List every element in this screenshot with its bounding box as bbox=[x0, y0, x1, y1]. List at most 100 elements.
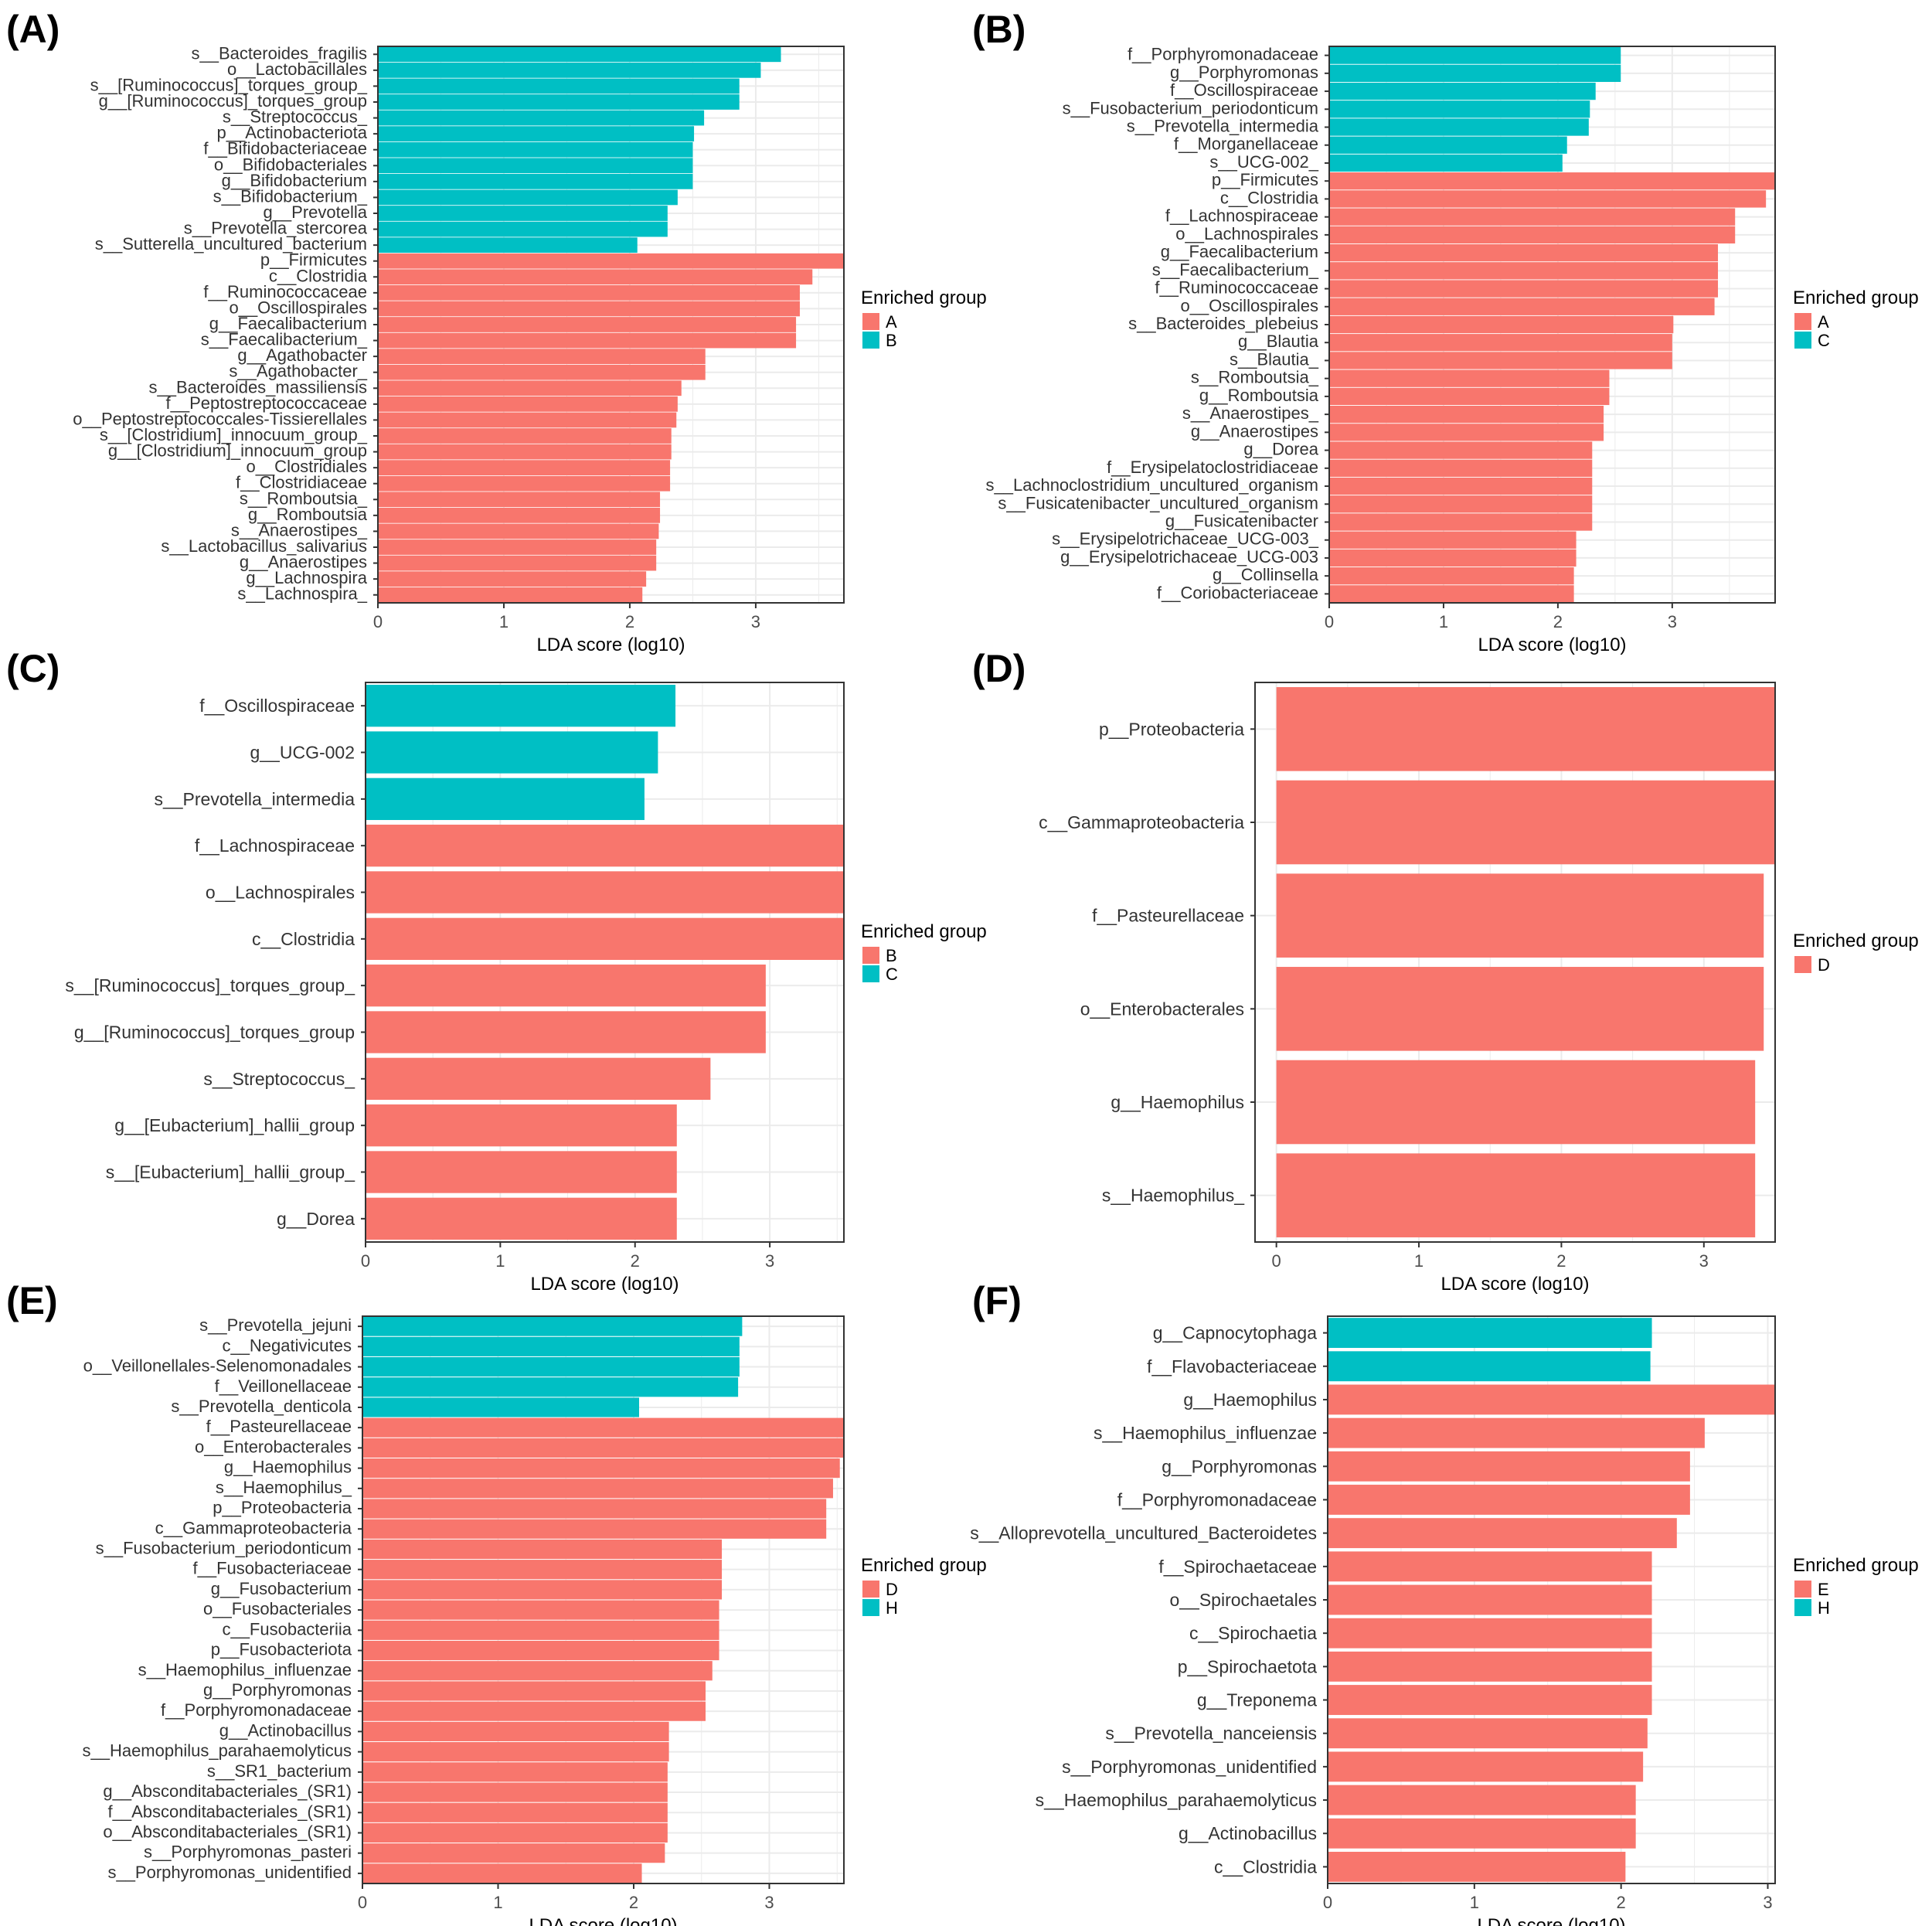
bar bbox=[378, 587, 643, 603]
category-label: p__Firmicutes bbox=[260, 250, 367, 270]
bar bbox=[366, 778, 645, 820]
category-label: f__Coriobacteriaceae bbox=[1157, 583, 1318, 602]
category-label: p__Proteobacteria bbox=[1099, 719, 1244, 739]
bar bbox=[1329, 424, 1604, 441]
bar bbox=[1276, 780, 1775, 865]
x-tick-label: 0 bbox=[1323, 1893, 1332, 1912]
category-label: s__Bifidobacterium_ bbox=[213, 186, 368, 206]
category-label: o__Spirochaetales bbox=[1169, 1590, 1317, 1610]
bar bbox=[378, 332, 797, 349]
plot-frame bbox=[362, 1315, 845, 1884]
category-label: f__Bifidobacteriaceae bbox=[203, 139, 367, 158]
category-label: s__SR1_bacterium bbox=[207, 1761, 352, 1781]
bar bbox=[362, 1560, 723, 1580]
panel-d: p__Proteobacteria c__Gammaproteobacteriaf… bbox=[972, 647, 1919, 1295]
category-label: f__Spirochaetaceae bbox=[1158, 1557, 1317, 1577]
plot-background bbox=[366, 682, 844, 1242]
category-label: c__Spirochaetia bbox=[1189, 1623, 1317, 1643]
category-label: g__UCG-002 bbox=[250, 743, 355, 763]
panel-label: (F) bbox=[972, 1279, 1022, 1322]
bar bbox=[366, 965, 766, 1007]
legend-key bbox=[1794, 956, 1811, 973]
category-label: g__Haemophilus bbox=[224, 1458, 352, 1477]
bar bbox=[1328, 1718, 1648, 1749]
category-label: s__Haemophilus_parahaemolyticus bbox=[1036, 1790, 1317, 1810]
legend: Enriched group EH bbox=[1793, 1555, 1919, 1618]
x-tick-label: 2 bbox=[1556, 1251, 1566, 1271]
bar bbox=[362, 1742, 669, 1762]
bar bbox=[362, 1661, 713, 1681]
panel-label: (A) bbox=[6, 8, 60, 51]
bar bbox=[366, 1011, 766, 1053]
category-label: s__Alloprevotella_uncultured_Bacteroidet… bbox=[970, 1523, 1317, 1543]
legend: Enriched group D bbox=[1793, 931, 1919, 975]
bar bbox=[1328, 1584, 1652, 1615]
panel-label: (E) bbox=[6, 1279, 58, 1322]
legend-label: A bbox=[1818, 312, 1829, 332]
bar bbox=[362, 1458, 840, 1479]
category-label: s__Porphyromonas_unidentified bbox=[1062, 1757, 1317, 1777]
plot-background bbox=[1255, 682, 1775, 1242]
bar bbox=[362, 1316, 743, 1336]
category-label: s__Romboutsia_ bbox=[240, 488, 368, 508]
category-label: s__Fusobacterium_periodonticum bbox=[1063, 98, 1318, 117]
category-label: s__Bacteroides_fragilis bbox=[192, 43, 367, 63]
category-label: f__Clostridiaceae bbox=[236, 473, 367, 492]
bar bbox=[1329, 280, 1719, 298]
bar bbox=[1276, 873, 1764, 958]
category-label: o__Fusobacteriales bbox=[203, 1599, 352, 1618]
legend-key bbox=[862, 1599, 879, 1616]
x-tick-label: 1 bbox=[1439, 612, 1448, 631]
bar bbox=[378, 237, 638, 254]
category-label: o__Lachnospirales bbox=[1175, 224, 1318, 243]
category-label: f__Lachnospiraceae bbox=[1165, 206, 1318, 226]
bar bbox=[378, 396, 678, 412]
panel-f: g__Capnocytophaga f__Flavobacteriaceae g__… bbox=[970, 1279, 1919, 1926]
bar bbox=[1329, 459, 1593, 477]
bar bbox=[378, 253, 844, 269]
category-label: c__Clostridia bbox=[252, 929, 355, 949]
bar bbox=[362, 1600, 719, 1620]
category-label: g__Actinobacillus bbox=[1179, 1823, 1317, 1843]
bar bbox=[1329, 46, 1621, 64]
bar bbox=[1328, 1818, 1636, 1849]
category-label: g__Absconditabacteriales_(SR1) bbox=[103, 1781, 352, 1801]
legend-label: D bbox=[886, 1580, 898, 1599]
category-label: f__Lachnospiraceae bbox=[195, 835, 355, 856]
category-label: p__Spirochaetota bbox=[1178, 1656, 1318, 1676]
bar bbox=[362, 1863, 642, 1883]
bar bbox=[1328, 1318, 1652, 1349]
category-label: s__Blautia_ bbox=[1230, 349, 1319, 369]
category-label: g__Bifidobacterium bbox=[222, 171, 367, 190]
x-tick-label: 2 bbox=[631, 1251, 640, 1271]
category-label: g__Dorea bbox=[277, 1209, 355, 1229]
legend-key bbox=[862, 947, 879, 964]
x-tick-label: 1 bbox=[493, 1893, 502, 1912]
bar bbox=[362, 1843, 665, 1863]
bar bbox=[1329, 567, 1574, 585]
category-label: c__Gammaproteobacteria bbox=[155, 1518, 352, 1537]
bar bbox=[378, 206, 668, 221]
bar bbox=[1329, 226, 1736, 244]
bar bbox=[1328, 1551, 1652, 1582]
bar bbox=[378, 523, 659, 539]
category-label: g__[Ruminococcus]_torques_group bbox=[99, 91, 367, 111]
category-label: s__[Eubacterium]_hallii_group_ bbox=[106, 1162, 355, 1182]
category-label: g__Porphyromonas bbox=[203, 1680, 352, 1700]
x-tick-label: 0 bbox=[358, 1893, 367, 1912]
category-label: g__Anaerostipes bbox=[1191, 421, 1318, 441]
category-label: f__Absconditabacteriales_(SR1) bbox=[107, 1802, 352, 1821]
x-tick-label: 3 bbox=[764, 1893, 774, 1912]
bar bbox=[362, 1417, 844, 1438]
bar bbox=[378, 364, 706, 380]
category-label: o__Lactobacillales bbox=[227, 60, 367, 79]
category-label: p__Firmicutes bbox=[1212, 170, 1318, 189]
legend-label: A bbox=[886, 312, 897, 332]
x-axis-title: LDA score (log10) bbox=[1477, 1915, 1625, 1926]
category-label: s__Fusicatenibacter_uncultured_organism bbox=[998, 493, 1318, 512]
legend-key bbox=[862, 313, 879, 330]
category-label: s__Faecalibacterium_ bbox=[201, 330, 368, 349]
bar bbox=[378, 380, 682, 396]
bar bbox=[378, 349, 706, 365]
